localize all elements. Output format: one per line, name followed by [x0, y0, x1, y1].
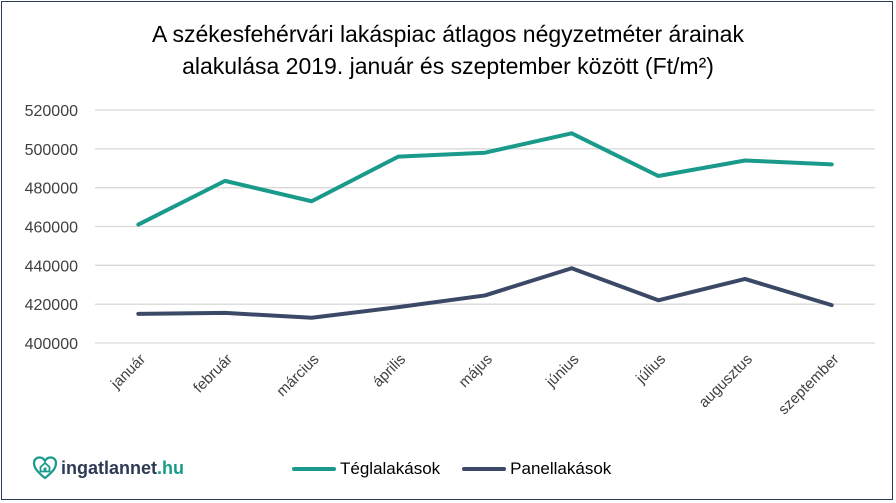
legend-swatch	[292, 467, 336, 471]
title-line-1: A székesfehérvári lakáspiac átlagos négy…	[152, 21, 744, 47]
y-tick-label: 460000	[25, 220, 78, 237]
x-tick-label: június	[542, 351, 582, 391]
chart-title: A székesfehérvári lakáspiac átlagos négy…	[0, 18, 896, 82]
legend: Téglalakások Panellakások	[292, 459, 611, 479]
y-tick-label: 480000	[25, 181, 78, 198]
y-tick-label: 440000	[25, 258, 78, 275]
legend-item-panel: Panellakások	[462, 459, 611, 479]
x-tick-label: január	[107, 351, 149, 393]
x-tick-label: július	[632, 351, 669, 388]
title-line-2: alakulása 2019. január és szeptember köz…	[182, 53, 714, 79]
legend-label: Téglalakások	[340, 459, 441, 478]
heart-house-icon	[32, 456, 58, 480]
x-tick-label: augusztus	[695, 351, 755, 411]
ingatlannet-logo: ingatlannet.hu	[32, 455, 184, 481]
x-tick-label: szeptember	[775, 351, 842, 418]
y-tick-label: 500000	[25, 142, 78, 159]
x-tick-label: március	[273, 351, 322, 400]
series-line-Téglalakások	[136, 131, 834, 227]
legend-swatch	[462, 467, 507, 471]
y-tick-label: 400000	[25, 336, 78, 353]
x-tick-label: május	[456, 351, 496, 391]
logo-name: ingatlannet	[61, 457, 158, 478]
series-line-Panellakások	[136, 266, 834, 320]
logo-tld: .hu	[157, 457, 185, 478]
legend-label: Panellakások	[510, 459, 612, 478]
x-tick-label: február	[190, 351, 236, 397]
x-tick-label: április	[369, 351, 409, 391]
legend-item-tegla: Téglalakások	[292, 459, 440, 479]
y-tick-label: 520000	[25, 103, 78, 120]
y-tick-label: 420000	[25, 297, 78, 314]
